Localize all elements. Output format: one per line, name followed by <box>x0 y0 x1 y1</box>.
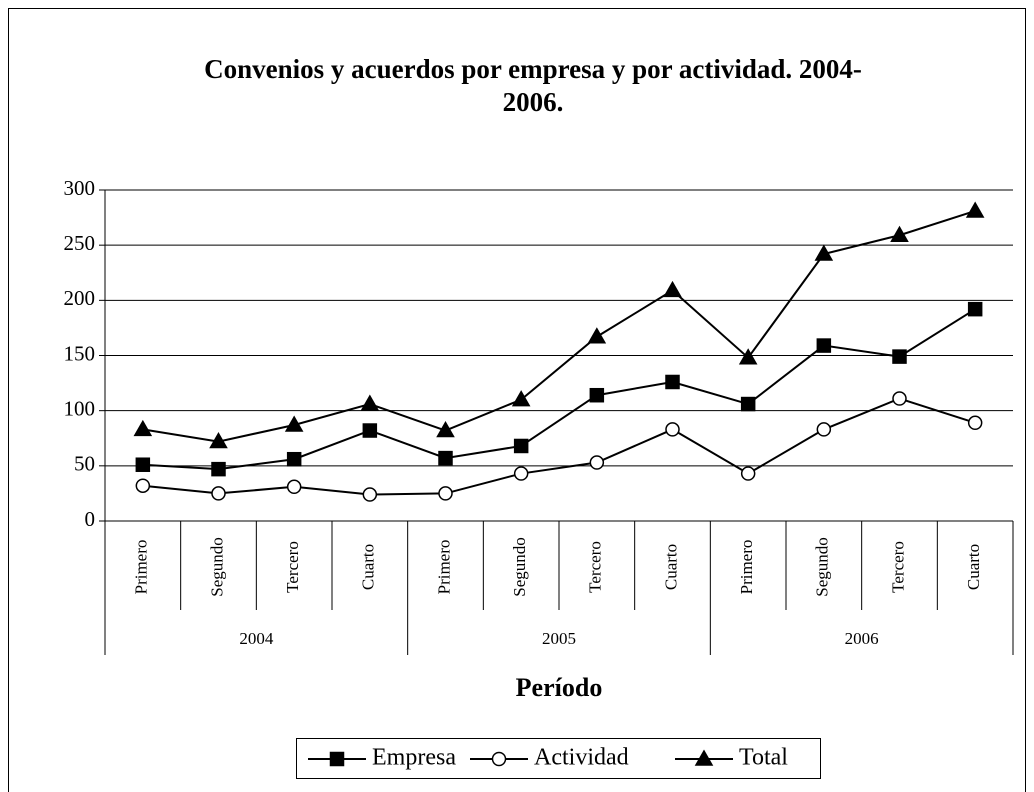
legend: Empresa Actividad Total <box>296 738 821 779</box>
data-point <box>816 422 832 437</box>
x-tick-label: Primero <box>132 540 151 595</box>
data-point <box>286 451 302 467</box>
y-tick-label: 200 <box>64 286 96 310</box>
x-tick-label: Segundo <box>813 537 832 597</box>
legend-marker <box>491 751 507 767</box>
series <box>135 391 983 502</box>
data-point <box>816 338 832 353</box>
chart-title: Convenios y acuerdos por empresa y por a… <box>204 54 862 117</box>
data-point <box>892 391 907 406</box>
x-tick-label: Segundo <box>207 537 226 597</box>
x-tick-label: Tercero <box>586 541 605 593</box>
data-point <box>663 280 682 298</box>
data-point <box>965 201 985 218</box>
data-point <box>740 396 756 412</box>
data-point <box>209 432 228 449</box>
data-point <box>436 421 455 438</box>
x-tick-label: Segundo <box>510 537 529 597</box>
legend-label: Total <box>739 745 788 771</box>
data-point <box>513 466 529 481</box>
data-point <box>362 423 378 438</box>
legend-label: Empresa <box>372 745 456 771</box>
data-point <box>967 301 983 317</box>
data-point <box>360 394 380 411</box>
y-tick-label: 100 <box>64 396 96 420</box>
data-point <box>513 438 529 454</box>
x-tick-label: Cuarto <box>359 544 378 590</box>
series-line <box>142 308 976 471</box>
series <box>133 201 985 449</box>
data-point <box>589 387 605 403</box>
data-point <box>665 422 680 437</box>
data-point <box>738 348 758 365</box>
data-point <box>589 455 605 470</box>
series-line <box>142 210 976 443</box>
y-tick-label: 0 <box>85 507 96 531</box>
y-tick-label: 50 <box>74 452 95 476</box>
legend-marker <box>694 749 714 766</box>
y-tick-label: 250 <box>64 231 96 255</box>
x-tick-label: Cuarto <box>661 544 680 590</box>
legend-box <box>296 738 821 779</box>
data-point <box>814 244 834 261</box>
legend-marker <box>329 751 345 767</box>
data-point <box>286 479 302 495</box>
y-tick-label: 150 <box>64 341 96 365</box>
data-point <box>511 390 531 407</box>
x-tick-label: Tercero <box>888 541 907 593</box>
data-point <box>284 415 304 432</box>
data-point <box>967 415 983 431</box>
data-point <box>890 225 909 242</box>
series-line <box>142 397 976 496</box>
series <box>135 301 983 477</box>
x-tick-label: Tercero <box>283 541 302 593</box>
data-point <box>587 327 607 344</box>
x-tick-label: Cuarto <box>964 544 983 590</box>
data-point <box>438 450 453 466</box>
data-point <box>211 461 226 477</box>
data-point <box>362 487 378 502</box>
data-point <box>892 349 907 364</box>
x-group-label: 2006 <box>845 629 879 648</box>
data-point <box>135 457 151 472</box>
x-group-label: 2005 <box>542 629 576 648</box>
x-group-label: 2004 <box>239 629 274 648</box>
data-point <box>438 486 453 501</box>
x-axis-title: Período <box>516 673 603 702</box>
legend-label: Actividad <box>534 745 629 771</box>
data-point <box>211 486 226 501</box>
data-point <box>135 478 151 493</box>
y-tick-label: 300 <box>64 176 96 200</box>
data-point <box>740 466 756 481</box>
x-tick-label: Primero <box>434 540 453 595</box>
data-point <box>665 374 680 390</box>
data-point <box>133 419 153 437</box>
x-tick-label: Primero <box>737 540 756 595</box>
